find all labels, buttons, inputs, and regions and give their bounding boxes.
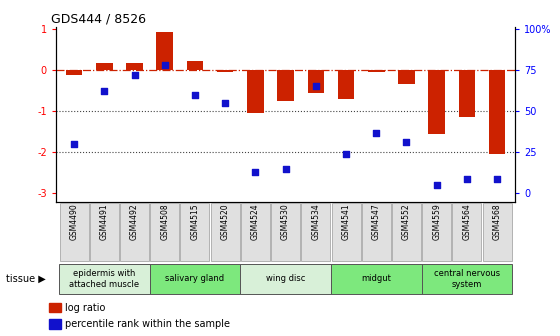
Text: GSM4492: GSM4492 [130, 203, 139, 240]
Bar [186, 61, 203, 70]
FancyBboxPatch shape [483, 203, 512, 261]
FancyBboxPatch shape [241, 203, 270, 261]
FancyBboxPatch shape [240, 264, 331, 294]
Point [342, 151, 351, 157]
Bar [459, 70, 475, 117]
Text: central nervous
system: central nervous system [434, 269, 500, 289]
Point [100, 89, 109, 94]
Point [130, 72, 139, 78]
Point [463, 176, 472, 181]
Text: GSM4524: GSM4524 [251, 203, 260, 240]
FancyBboxPatch shape [362, 203, 391, 261]
Point [493, 176, 502, 181]
Text: GSM4534: GSM4534 [311, 203, 320, 240]
FancyBboxPatch shape [59, 203, 88, 261]
Text: GSM4559: GSM4559 [432, 203, 441, 240]
Bar [398, 70, 415, 84]
FancyBboxPatch shape [180, 203, 209, 261]
Bar [428, 70, 445, 134]
Text: GDS444 / 8526: GDS444 / 8526 [52, 13, 146, 26]
FancyBboxPatch shape [332, 203, 361, 261]
Bar [217, 70, 234, 72]
Point [221, 100, 230, 106]
Bar [247, 70, 264, 113]
Text: GSM4541: GSM4541 [342, 203, 351, 240]
Bar [338, 70, 354, 99]
Bar [156, 32, 173, 70]
Text: log ratio: log ratio [66, 303, 106, 313]
Point [69, 141, 78, 147]
Bar [307, 70, 324, 93]
FancyBboxPatch shape [211, 203, 240, 261]
Text: GSM4520: GSM4520 [221, 203, 230, 240]
Text: GSM4490: GSM4490 [69, 203, 78, 240]
Bar [126, 62, 143, 70]
Point [311, 84, 320, 89]
Text: wing disc: wing disc [266, 275, 305, 283]
Text: GSM4530: GSM4530 [281, 203, 290, 240]
Text: GSM4552: GSM4552 [402, 203, 411, 240]
Point [402, 140, 411, 145]
Text: GSM4491: GSM4491 [100, 203, 109, 240]
Text: percentile rank within the sample: percentile rank within the sample [66, 319, 231, 329]
Point [372, 130, 381, 135]
FancyBboxPatch shape [301, 203, 330, 261]
Bar [66, 70, 82, 75]
Text: GSM4564: GSM4564 [463, 203, 472, 240]
FancyBboxPatch shape [59, 264, 150, 294]
FancyBboxPatch shape [150, 264, 240, 294]
Text: tissue ▶: tissue ▶ [6, 274, 45, 284]
Point [251, 169, 260, 175]
Bar [277, 70, 294, 101]
Bar [49, 319, 61, 329]
FancyBboxPatch shape [392, 203, 421, 261]
FancyBboxPatch shape [422, 203, 451, 261]
Bar [489, 70, 505, 154]
FancyBboxPatch shape [90, 203, 119, 261]
Text: GSM4568: GSM4568 [493, 203, 502, 240]
Text: salivary gland: salivary gland [165, 275, 225, 283]
Text: midgut: midgut [361, 275, 391, 283]
FancyBboxPatch shape [422, 264, 512, 294]
Point [190, 92, 199, 97]
FancyBboxPatch shape [150, 203, 179, 261]
Text: GSM4515: GSM4515 [190, 203, 199, 240]
Bar [49, 303, 61, 312]
Point [160, 62, 169, 68]
Point [281, 166, 290, 171]
Point [432, 182, 441, 188]
Text: GSM4547: GSM4547 [372, 203, 381, 240]
FancyBboxPatch shape [452, 203, 482, 261]
Bar [368, 70, 385, 72]
Bar [96, 63, 113, 70]
Text: GSM4508: GSM4508 [160, 203, 169, 240]
FancyBboxPatch shape [331, 264, 422, 294]
FancyBboxPatch shape [120, 203, 149, 261]
Text: epidermis with
attached muscle: epidermis with attached muscle [69, 269, 139, 289]
FancyBboxPatch shape [271, 203, 300, 261]
